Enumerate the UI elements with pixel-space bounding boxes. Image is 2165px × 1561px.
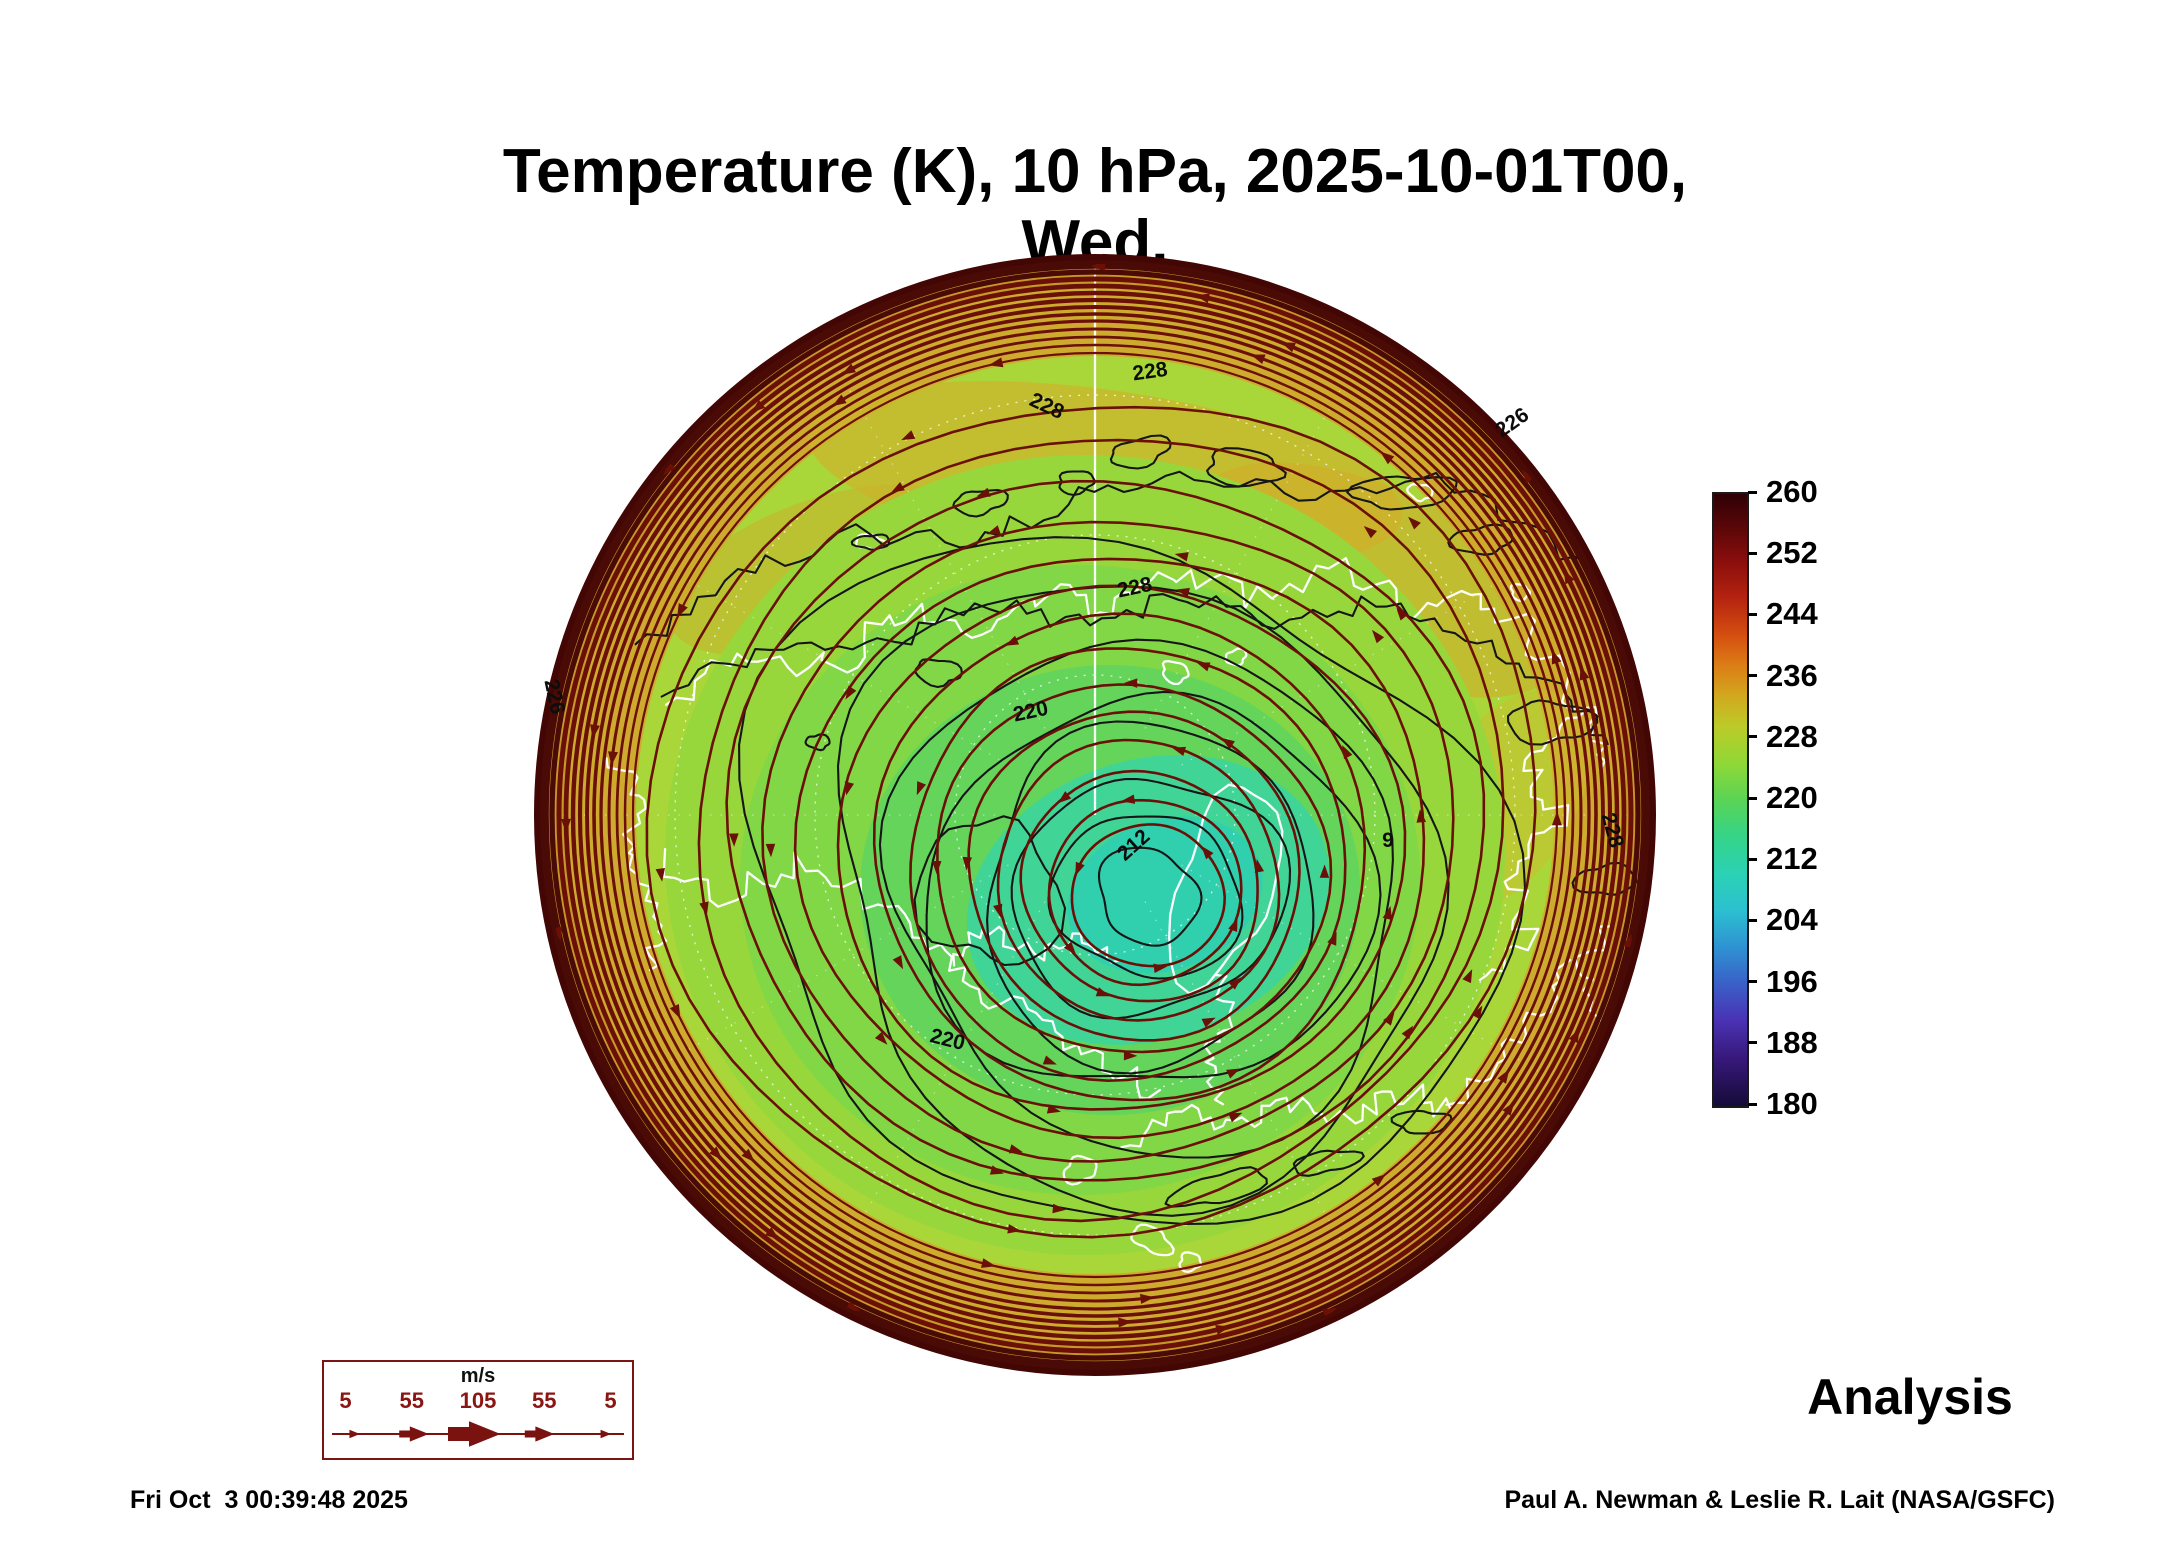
wind-speed-label: 55 [531, 1388, 557, 1413]
colorbar-tick [1748, 918, 1757, 922]
colorbar-tick-label: 236 [1766, 657, 1818, 693]
contour-label: 9 [1382, 829, 1394, 852]
colorbar-tick-label: 212 [1766, 841, 1818, 877]
colorbar-tick-label: 260 [1766, 474, 1818, 509]
colorbar: 260 252 244 236 228 220 212 204 196 188 180 [1712, 474, 1852, 1121]
colorbar-tick [1748, 857, 1757, 861]
colorbar-tick-label: 220 [1766, 780, 1818, 815]
colorbar-gradient-bar [1712, 492, 1749, 1108]
plot-title: Temperature (K), 10 hPa, 2025-10-01T00, … [502, 137, 1688, 277]
wind-speed-label: 5 [604, 1388, 617, 1413]
credit: Paul A. Newman & Leslie R. Lait (NASA/GS… [1504, 1486, 2055, 1514]
colorbar-tick-label: 188 [1766, 1024, 1818, 1060]
colorbar-tick-label: 228 [1766, 718, 1818, 754]
colorbar-tick [1748, 490, 1757, 494]
temperature-contours [634, 434, 1638, 1226]
colorbar-tick-label: 244 [1766, 596, 1818, 632]
colorbar-tick [1748, 1041, 1757, 1045]
colorbar-tick [1748, 612, 1757, 616]
wind-units-label: m/s [460, 1365, 496, 1387]
map-rim [534, 254, 1656, 1376]
colorbar-tick-label: 196 [1766, 963, 1818, 999]
colorbar-tick-label: 204 [1766, 902, 1818, 938]
colorbar-tick [1748, 980, 1757, 984]
contour-label: 228 [1131, 358, 1169, 386]
colorbar-tick-label: 252 [1766, 535, 1818, 571]
colorbar-tick [1748, 674, 1757, 678]
colorbar-tick-label: 180 [1766, 1086, 1818, 1121]
wind-speed-label: 55 [399, 1388, 425, 1413]
wind-arrow-scale-icon [332, 1421, 624, 1447]
wind-speed-label: 105 [459, 1388, 497, 1413]
timestamp: Fri Oct 3 00:39:48 2025 [130, 1486, 408, 1514]
wind-speed-label: 5 [339, 1388, 352, 1413]
analysis-label: Analysis [1807, 1369, 2013, 1425]
colorbar-tick [1748, 551, 1757, 555]
colorbar-tick [1748, 735, 1757, 739]
colorbar-tick [1748, 1102, 1757, 1106]
wind-speed-legend: m/s 5 55 105 55 5 [322, 1360, 634, 1460]
colorbar-tick [1748, 796, 1757, 800]
